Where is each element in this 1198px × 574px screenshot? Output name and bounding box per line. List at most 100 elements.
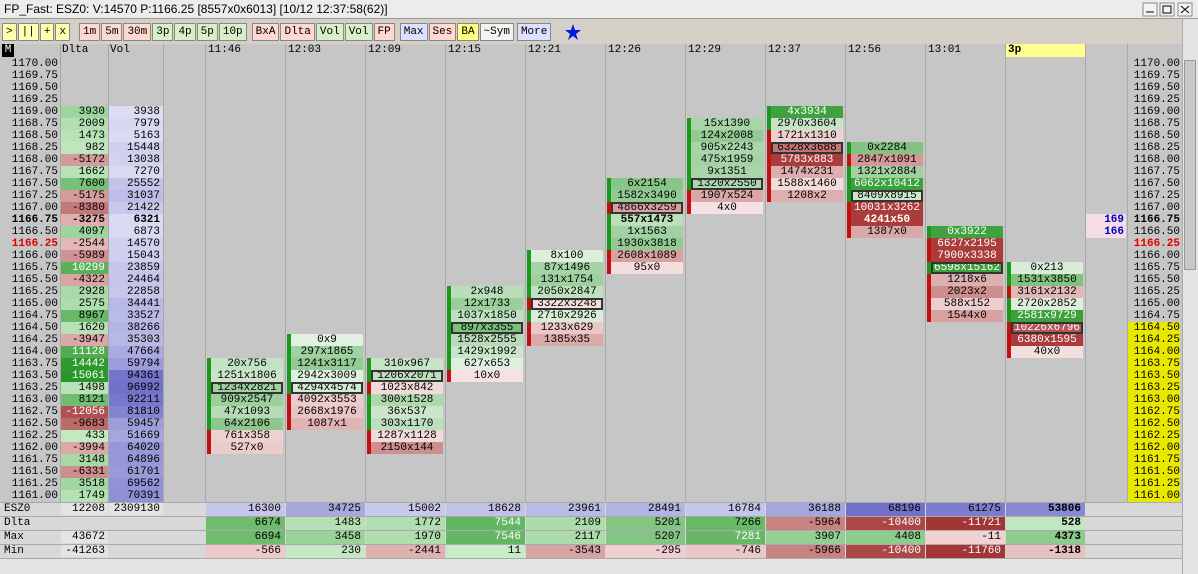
price-label: 1166.50: [11, 226, 58, 238]
cell-side-bar: [367, 442, 371, 454]
footprint-cell: 1241x3117: [291, 358, 363, 370]
footprint-cell: 1721x1310: [771, 130, 843, 142]
footer-label: Max: [4, 531, 24, 543]
cell-side-bar: [367, 382, 371, 394]
price-label: 1167.00: [11, 202, 58, 214]
footprint-cell: 310x967: [371, 358, 443, 370]
toolbar-button[interactable]: FP: [373, 23, 395, 41]
footer-value: 68196: [846, 503, 925, 516]
price-label-right: 1167.00: [1133, 202, 1180, 214]
profile-delta: 3518: [61, 478, 108, 490]
toolbar-button[interactable]: BxA: [251, 23, 280, 41]
toolbar-button[interactable]: Vol: [315, 23, 344, 41]
profile-volume: 94361: [109, 370, 163, 382]
time-header: 12:03: [288, 44, 322, 56]
footprint-cell: 6062x10412: [851, 178, 923, 190]
footprint-cell: 1023x842: [371, 382, 443, 394]
toolbar-button[interactable]: 1m: [79, 23, 101, 41]
cell-side-bar: [687, 202, 691, 214]
footprint-cell: 2847x1091: [851, 154, 923, 166]
toolbar-button[interactable]: 5m: [101, 23, 123, 41]
profile-volume: 38266: [109, 322, 163, 334]
toolbar-button[interactable]: 3p: [152, 23, 174, 41]
window-buttons[interactable]: [1142, 2, 1194, 17]
footprint-cell: 6627x2195: [931, 238, 1003, 250]
footer-value: -11760: [926, 545, 1005, 558]
footprint-cell: 1429x1992: [451, 346, 523, 358]
footprint-cell: 12x1733: [451, 298, 523, 310]
cell-side-bar: [767, 142, 771, 154]
profile-delta: 4097: [61, 226, 108, 238]
footer-label: ESZ0: [4, 503, 31, 515]
profile-volume: 64020: [109, 442, 163, 454]
profile-volume: 13038: [109, 154, 163, 166]
toolbar-button[interactable]: 10p: [218, 23, 247, 41]
price-label-right: 1168.00: [1133, 154, 1180, 166]
cell-side-bar: [927, 286, 931, 298]
toolbar-button[interactable]: 4p: [174, 23, 196, 41]
footprint-cell: 297x1865: [291, 346, 363, 358]
cell-side-bar: [847, 142, 851, 154]
toolbar-button[interactable]: ||: [17, 23, 39, 41]
profile-volume: 7979: [109, 118, 163, 130]
footer-value: 7266: [686, 517, 765, 530]
cell-side-bar: [447, 370, 451, 382]
scroll-thumb[interactable]: [1184, 60, 1196, 270]
cell-side-bar: [687, 118, 691, 130]
profile-delta: -4322: [61, 274, 108, 286]
cell-side-bar: [607, 250, 611, 262]
toolbar-button[interactable]: x: [55, 23, 71, 41]
profile-delta: 7600: [61, 178, 108, 190]
toolbar-button[interactable]: +: [39, 23, 55, 41]
cell-side-bar: [927, 310, 931, 322]
horizontal-scrollbar[interactable]: [0, 558, 1182, 574]
toolbar-button[interactable]: ~Sym: [479, 23, 514, 41]
price-label: 1165.50: [11, 274, 58, 286]
price-label-right: 1166.75: [1133, 214, 1180, 226]
price-label: 1166.75: [11, 214, 58, 226]
cell-side-bar: [687, 142, 691, 154]
cell-side-bar: [1007, 286, 1011, 298]
footprint-cell: 6x2154: [611, 178, 683, 190]
profile-volume: 31037: [109, 190, 163, 202]
footprint-cell: 4241x50: [851, 214, 923, 226]
footprint-cell: 9x1351: [691, 166, 763, 178]
cell-side-bar: [207, 406, 211, 418]
price-label: 1164.75: [11, 310, 58, 322]
profile-delta: -12056: [61, 406, 108, 418]
cell-side-bar: [687, 190, 691, 202]
cell-side-bar: [1007, 298, 1011, 310]
price-label-right: 1163.25: [1128, 382, 1180, 394]
toolbar-button[interactable]: 5p: [196, 23, 218, 41]
toolbar-button[interactable]: >: [2, 23, 17, 41]
profile-delta: -2544: [61, 238, 108, 250]
toolbar-button[interactable]: Dlta: [280, 23, 315, 41]
price-label: 1161.50: [11, 466, 58, 478]
cell-side-bar: [847, 214, 851, 226]
footer-delta: 12208: [61, 503, 108, 515]
price-label-right: 1162.25: [1128, 430, 1180, 442]
profile-delta: -5175: [61, 190, 108, 202]
price-label-right: 1169.25: [1133, 94, 1180, 106]
toolbar-button[interactable]: BA: [457, 23, 479, 41]
column-separator: [60, 44, 61, 558]
favorite-star[interactable]: [564, 23, 582, 41]
toolbar-button[interactable]: 30m: [123, 23, 152, 41]
profile-delta: 1473: [61, 130, 108, 142]
profile-volume: 92211: [109, 394, 163, 406]
toolbar-button[interactable]: Max: [399, 23, 428, 41]
time-header: 12:21: [528, 44, 562, 56]
toolbar-button[interactable]: Vol: [344, 23, 373, 41]
price-label: 1164.25: [11, 334, 58, 346]
window-controls[interactable]: [1142, 2, 1194, 17]
cell-side-bar: [367, 394, 371, 406]
cell-side-bar: [1007, 310, 1011, 322]
footprint-cell: 10x0: [451, 370, 523, 382]
footprint-cell: 1582x3490: [611, 190, 683, 202]
toolbar-button[interactable]: More: [516, 23, 552, 41]
cell-side-bar: [927, 298, 931, 310]
footer-value: -5964: [766, 517, 845, 530]
toolbar-button[interactable]: Ses: [428, 23, 457, 41]
cell-side-bar: [1007, 346, 1011, 358]
column-separator: [163, 44, 164, 558]
